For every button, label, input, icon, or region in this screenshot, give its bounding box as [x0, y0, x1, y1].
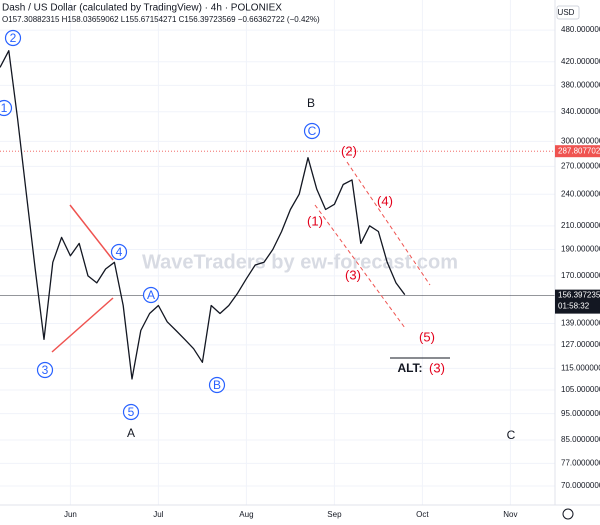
label-ring — [4, 29, 22, 47]
y-tick-label: 340.00000000 — [561, 107, 600, 116]
x-tick-label: Oct — [416, 510, 429, 519]
label-ring — [303, 122, 321, 140]
y-tick-label: 127.00000000 — [561, 340, 600, 349]
x-tick-label: Aug — [239, 510, 253, 519]
y-tick-label: 190.00000000 — [561, 245, 600, 254]
y-tick-label: 77.00000000 — [561, 459, 600, 468]
price-tag-label: 156.39723569 — [558, 291, 600, 300]
price-line-series — [0, 50, 406, 380]
y-tick-label: 270.00000000 — [561, 161, 600, 170]
y-tick-label: 95.00000000 — [561, 409, 600, 418]
wave-label: 1 — [1, 101, 8, 115]
label-ring — [0, 99, 13, 117]
y-tick-label: 70.00000000 — [561, 481, 600, 490]
wave-label: C — [308, 124, 317, 138]
trend-line — [69, 204, 114, 261]
y-tick-label: 300.00000000 — [561, 136, 600, 145]
wave-label: B — [307, 96, 315, 110]
price-tag-label: 287.80770226 — [558, 146, 600, 155]
y-tick-label: 139.00000000 — [561, 319, 600, 328]
wave-label: B — [213, 378, 221, 392]
wave-label: 2 — [10, 31, 17, 45]
x-tick-label: Jul — [153, 510, 163, 519]
wave-label: (2) — [341, 143, 357, 158]
label-ring — [142, 286, 160, 304]
alt-label: ALT: — [397, 361, 422, 375]
plot — [0, 50, 555, 380]
wave-label: (1) — [307, 213, 323, 228]
wave-label: A — [127, 426, 135, 440]
wave-label: A — [147, 288, 155, 302]
watermark: WaveTraders by ew-forecast.com — [142, 251, 458, 273]
grid — [0, 0, 555, 505]
y-tick-label: 420.00000000 — [561, 57, 600, 66]
label-ring — [122, 403, 140, 421]
wave-label: 5 — [128, 405, 135, 419]
x-tick-label: Nov — [503, 510, 517, 519]
wave-label: (3) — [429, 360, 445, 375]
label-ring — [110, 243, 128, 261]
price-tag — [555, 145, 600, 158]
x-tick-label: Jun — [64, 510, 77, 519]
settings-icon[interactable] — [562, 508, 574, 520]
wave-label: 3 — [42, 363, 49, 377]
x-tick-label: Sep — [327, 510, 342, 519]
channel-line — [346, 161, 431, 286]
trend-line — [51, 297, 114, 353]
y-tick-label: 85.00000000 — [561, 435, 600, 444]
symbol-header: Dash / US Dollar (calculated by TradingV… — [2, 3, 282, 14]
wave-labels: 2 1 3 4 5 A A B B C (2) (1) (4) (3) (5) … — [0, 29, 516, 442]
y-tick-label: 480.00000000 — [561, 25, 600, 34]
countdown: 01:58:32 — [558, 302, 590, 311]
y-tick-label: 240.00000000 — [561, 189, 600, 198]
wave-label: (4) — [377, 193, 393, 208]
wave-label: C — [507, 428, 516, 442]
currency-dropdown[interactable] — [556, 5, 580, 20]
channel-line — [314, 204, 406, 329]
wave-label: (3) — [345, 267, 361, 282]
y-tick-label: 170.00000000 — [561, 271, 600, 280]
label-ring — [36, 361, 54, 379]
y-tick-label: 380.00000000 — [561, 81, 600, 90]
y-tick-label: 115.00000000 — [561, 364, 600, 373]
wave-label: 4 — [116, 245, 123, 259]
label-ring — [208, 376, 226, 394]
wave-label: (5) — [419, 329, 435, 344]
ohlc: O157.30882315 H158.03659062 L155.6715427… — [2, 15, 320, 24]
price-tag — [555, 289, 600, 314]
y-tick-label: 105.00000000 — [561, 385, 600, 394]
y-tick-label: 210.00000000 — [561, 221, 600, 230]
currency-label[interactable]: USD — [558, 8, 575, 17]
axes: 480.00000000 420.00000000 380.00000000 340.… — [64, 25, 600, 519]
